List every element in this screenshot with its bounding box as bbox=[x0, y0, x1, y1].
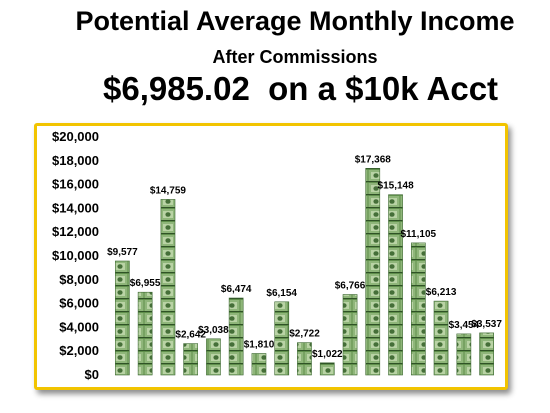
bar bbox=[456, 333, 472, 376]
bar-value-label: $2,722 bbox=[289, 329, 320, 340]
chart-title: Potential Average Monthly Income bbox=[75, 6, 515, 36]
bar bbox=[160, 199, 176, 376]
bar bbox=[342, 294, 358, 376]
y-tick-label: $16,000 bbox=[52, 177, 99, 192]
bar bbox=[115, 260, 130, 376]
bar-value-label: $17,368 bbox=[355, 154, 392, 165]
headline-income: $6,985.02 on a $10k Acct bbox=[103, 70, 499, 107]
bar bbox=[410, 242, 426, 376]
bar-value-label: $14,759 bbox=[150, 185, 187, 196]
chart-frame bbox=[34, 123, 508, 390]
bar-value-label: $3,038 bbox=[198, 325, 229, 336]
bar-value-label: $2,642 bbox=[175, 330, 206, 341]
bar-value-label: $9,577 bbox=[107, 247, 138, 258]
y-axis: $0 $2,000 $4,000 $6,000 $8,000 $10,000 $12,000… bbox=[52, 129, 99, 382]
data-labels-group: $9,577 $6,955 $14,759 $2,642$3,038 $6,474 $1,… bbox=[107, 154, 502, 359]
bar bbox=[137, 291, 153, 376]
bar bbox=[274, 301, 290, 376]
y-tick-label: $12,000 bbox=[52, 224, 99, 239]
bar-value-label: $1,810 bbox=[244, 340, 275, 351]
bar bbox=[319, 362, 335, 376]
bar bbox=[297, 342, 312, 376]
bar-value-label: $3,537 bbox=[471, 319, 502, 330]
y-tick-label: $0 bbox=[85, 367, 99, 382]
bar bbox=[388, 194, 403, 376]
bar-value-label: $6,474 bbox=[221, 284, 252, 295]
bar bbox=[228, 297, 244, 376]
y-tick-label: $20,000 bbox=[52, 129, 99, 144]
bar-value-label: $1,022 bbox=[312, 349, 343, 360]
bar bbox=[433, 300, 449, 376]
bar-value-label: $6,955 bbox=[130, 278, 161, 289]
bar-value-label: $6,766 bbox=[335, 281, 366, 292]
bar-value-label: $15,148 bbox=[378, 181, 415, 192]
bar bbox=[251, 353, 267, 376]
y-tick-label: $14,000 bbox=[52, 200, 99, 215]
bar bbox=[479, 332, 495, 376]
bar-value-label: $3,454 bbox=[449, 320, 480, 331]
bar bbox=[365, 168, 381, 376]
bar-value-label: $6,154 bbox=[266, 288, 297, 299]
y-tick-label: $6,000 bbox=[59, 296, 99, 311]
bars-group bbox=[115, 168, 495, 376]
y-tick-label: $2,000 bbox=[59, 343, 99, 358]
y-tick-label: $4,000 bbox=[59, 319, 99, 334]
bar bbox=[206, 338, 221, 376]
chart-subtitle: After Commissions bbox=[212, 47, 378, 67]
y-tick-label: $18,000 bbox=[52, 153, 99, 168]
y-tick-label: $10,000 bbox=[52, 248, 99, 263]
bar-value-label: $6,213 bbox=[426, 287, 457, 298]
y-tick-label: $8,000 bbox=[59, 272, 99, 287]
bar-value-label: $11,105 bbox=[400, 229, 436, 240]
bar bbox=[183, 343, 199, 376]
